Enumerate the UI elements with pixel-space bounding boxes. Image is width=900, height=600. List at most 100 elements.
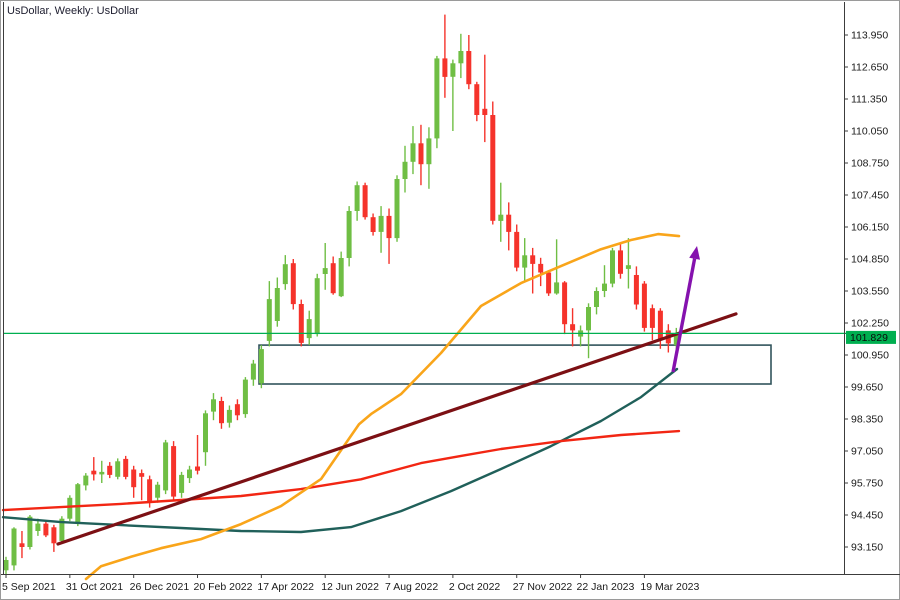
candle-body — [290, 263, 296, 305]
candle-body — [226, 409, 232, 423]
candle-bull — [338, 251, 344, 298]
candle-body — [195, 466, 200, 471]
candle-body — [258, 349, 264, 384]
y-tick-label: 113.950 — [851, 30, 888, 42]
candle-bear — [330, 256, 336, 295]
y-tick-label: 108.750 — [851, 158, 889, 170]
candle-body — [474, 84, 480, 115]
x-axis[interactable]: 5 Sep 2021 31 Oct 2021 26 Dec 2021 20 Feb 2… — [2, 574, 700, 593]
candle-body — [234, 404, 240, 416]
trendline[interactable] — [56, 312, 738, 546]
candle-bull — [314, 273, 320, 337]
candle-body — [211, 399, 216, 412]
candle-bear — [490, 101, 496, 225]
candle-bull — [610, 247, 615, 288]
x-tick-label: 7 Aug 2022 — [385, 581, 438, 593]
x-tick-label: 27 Nov 2022 — [513, 581, 573, 593]
y-tick-label: 97.050 — [851, 446, 883, 458]
y-tick-label: 95.750 — [851, 478, 883, 490]
candle-body — [490, 115, 496, 221]
candle-body — [554, 282, 560, 294]
candle-body — [314, 278, 320, 335]
candle-body — [298, 304, 304, 343]
x-tick-label: 22 Jan 2023 — [577, 581, 635, 593]
candle-bear — [139, 469, 145, 501]
candle-body — [378, 215, 384, 232]
candle-bear — [362, 182, 368, 220]
candle-body — [522, 255, 528, 268]
y-axis[interactable]: 113.950 112.650 111.350 110.050 108.750 107.4… — [844, 30, 889, 554]
candle-bull — [498, 182, 504, 242]
candle-bear — [386, 208, 392, 264]
candle-bear — [641, 281, 647, 332]
candles-series — [3, 14, 679, 575]
candle-body — [67, 497, 73, 519]
candle-bear — [570, 308, 576, 347]
y-tick-label: 98.350 — [851, 414, 883, 426]
candle-body — [418, 143, 424, 165]
up-arrow-head[interactable] — [689, 246, 700, 260]
candle-bear — [474, 81, 480, 122]
ma-orange-line[interactable] — [84, 232, 681, 581]
x-tick-label: 17 Apr 2022 — [257, 581, 314, 593]
candle-body — [330, 263, 336, 294]
candle-bull — [522, 238, 528, 283]
candle-body — [115, 461, 121, 477]
candle-body — [3, 560, 9, 571]
candle-body — [219, 401, 224, 424]
candle-bull — [458, 33, 464, 79]
candle-body — [19, 543, 25, 547]
candle-body — [99, 471, 105, 475]
candle-body — [426, 138, 432, 165]
candle-body — [530, 255, 536, 264]
candle-bull — [163, 439, 169, 495]
candle-bear — [482, 54, 488, 143]
candle-bear — [649, 304, 655, 341]
candle-bull — [394, 175, 400, 242]
candle-body — [346, 211, 352, 258]
candle-bear — [618, 243, 623, 279]
candle-bull — [75, 483, 81, 527]
candle-bear — [514, 224, 520, 272]
ma-red-line[interactable] — [1, 429, 681, 512]
candle-bear — [91, 457, 97, 481]
candle-bear — [171, 441, 177, 502]
candle-bull — [266, 281, 272, 347]
candle-bull — [426, 127, 432, 189]
candle-bear — [51, 524, 57, 552]
candle-bull — [35, 518, 41, 536]
candle-bull — [11, 527, 17, 571]
y-tick-label: 107.450 — [851, 190, 889, 202]
candle-body — [362, 185, 368, 218]
candle-body — [123, 458, 129, 477]
candle-body — [649, 308, 655, 328]
y-tick-label: 110.050 — [851, 126, 888, 138]
candle-bear — [43, 521, 49, 538]
up-arrow-shaft[interactable] — [671, 258, 697, 373]
candle-body — [266, 299, 272, 341]
rectangle-zone[interactable] — [258, 344, 772, 385]
x-tick-label: 31 Oct 2021 — [66, 581, 123, 593]
candle-bull — [179, 471, 185, 498]
candle-bull — [594, 287, 599, 315]
candle-bull — [27, 515, 33, 550]
candle-body — [107, 465, 113, 475]
candle-bull — [67, 495, 73, 522]
candle-body — [131, 469, 137, 488]
candle-body — [506, 214, 512, 232]
candle-body — [83, 475, 89, 486]
chart-title: UsDollar, Weekly: UsDollar — [7, 5, 139, 17]
candle-bear — [131, 465, 137, 498]
candle-bear — [562, 281, 568, 335]
ma-teal-line[interactable] — [1, 367, 679, 534]
candle-body — [498, 214, 504, 221]
candle-bear — [123, 455, 129, 480]
candle-bull — [242, 377, 248, 418]
candle-bull — [354, 181, 360, 221]
candle-body — [386, 215, 392, 239]
y-tick-label: 94.450 — [851, 510, 883, 522]
candle-bull — [250, 359, 256, 386]
candle-body — [538, 263, 544, 273]
